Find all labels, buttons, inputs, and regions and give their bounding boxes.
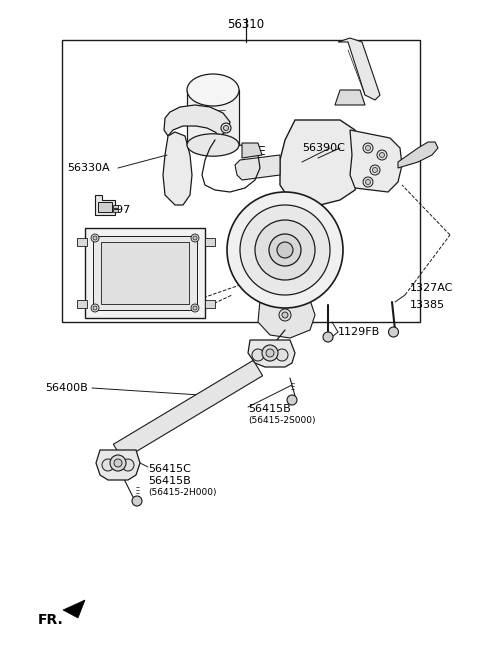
Text: 56400B: 56400B <box>45 383 88 393</box>
Polygon shape <box>205 238 215 246</box>
Circle shape <box>323 332 333 342</box>
Circle shape <box>122 459 134 471</box>
Text: FR.: FR. <box>38 613 64 627</box>
Polygon shape <box>95 195 115 215</box>
Text: 56330A: 56330A <box>67 163 110 173</box>
Ellipse shape <box>187 134 239 156</box>
Text: 56415B: 56415B <box>248 404 291 414</box>
Polygon shape <box>63 600 85 618</box>
Polygon shape <box>242 143 262 158</box>
Circle shape <box>255 220 315 280</box>
Polygon shape <box>205 300 215 308</box>
Polygon shape <box>338 38 380 100</box>
Circle shape <box>370 165 380 175</box>
Polygon shape <box>77 238 87 246</box>
Polygon shape <box>248 340 295 367</box>
Polygon shape <box>101 242 189 304</box>
Text: 56390C: 56390C <box>302 143 345 153</box>
Circle shape <box>224 125 228 131</box>
Circle shape <box>363 177 373 187</box>
Circle shape <box>91 234 99 242</box>
Polygon shape <box>96 450 140 480</box>
Ellipse shape <box>187 74 239 106</box>
Text: 1327AC: 1327AC <box>410 283 454 293</box>
Circle shape <box>240 205 330 295</box>
Text: 13385: 13385 <box>410 300 445 310</box>
Circle shape <box>388 327 398 337</box>
Polygon shape <box>398 142 438 168</box>
Text: (56415-2H000): (56415-2H000) <box>148 488 216 497</box>
Polygon shape <box>77 300 87 308</box>
Circle shape <box>132 496 142 506</box>
Text: 56415C: 56415C <box>148 464 191 474</box>
Circle shape <box>102 459 114 471</box>
Circle shape <box>277 242 293 258</box>
Circle shape <box>372 168 377 173</box>
Polygon shape <box>164 105 230 136</box>
Polygon shape <box>335 90 365 105</box>
Circle shape <box>252 349 264 361</box>
Polygon shape <box>350 130 402 192</box>
Circle shape <box>287 395 297 405</box>
Text: 56310: 56310 <box>228 18 264 31</box>
Circle shape <box>93 236 97 240</box>
Polygon shape <box>85 228 205 318</box>
Polygon shape <box>280 120 360 205</box>
Circle shape <box>114 459 122 467</box>
Polygon shape <box>93 236 197 310</box>
Polygon shape <box>98 202 112 212</box>
Text: 56397: 56397 <box>95 205 130 215</box>
Polygon shape <box>235 155 280 180</box>
Circle shape <box>269 234 301 266</box>
Circle shape <box>110 455 126 471</box>
Text: (56415-2S000): (56415-2S000) <box>248 416 315 425</box>
Polygon shape <box>258 300 315 338</box>
Circle shape <box>191 304 199 312</box>
Polygon shape <box>163 132 192 205</box>
Circle shape <box>193 306 197 310</box>
Circle shape <box>227 192 343 308</box>
Circle shape <box>377 150 387 160</box>
Polygon shape <box>113 209 118 212</box>
Circle shape <box>266 349 274 357</box>
Circle shape <box>380 152 384 158</box>
Circle shape <box>276 349 288 361</box>
Text: 1129FB: 1129FB <box>338 327 380 337</box>
Circle shape <box>365 145 371 150</box>
Polygon shape <box>187 90 239 145</box>
Circle shape <box>191 234 199 242</box>
Circle shape <box>221 123 231 133</box>
Text: 56415B: 56415B <box>148 476 191 486</box>
Circle shape <box>93 306 97 310</box>
Circle shape <box>279 309 291 321</box>
Bar <box>62 40 420 322</box>
Text: 56340C: 56340C <box>118 294 161 304</box>
Circle shape <box>365 179 371 185</box>
Circle shape <box>363 143 373 153</box>
Circle shape <box>262 345 278 361</box>
Circle shape <box>193 236 197 240</box>
Polygon shape <box>113 360 263 460</box>
Polygon shape <box>113 205 118 208</box>
Circle shape <box>91 304 99 312</box>
Circle shape <box>282 312 288 318</box>
